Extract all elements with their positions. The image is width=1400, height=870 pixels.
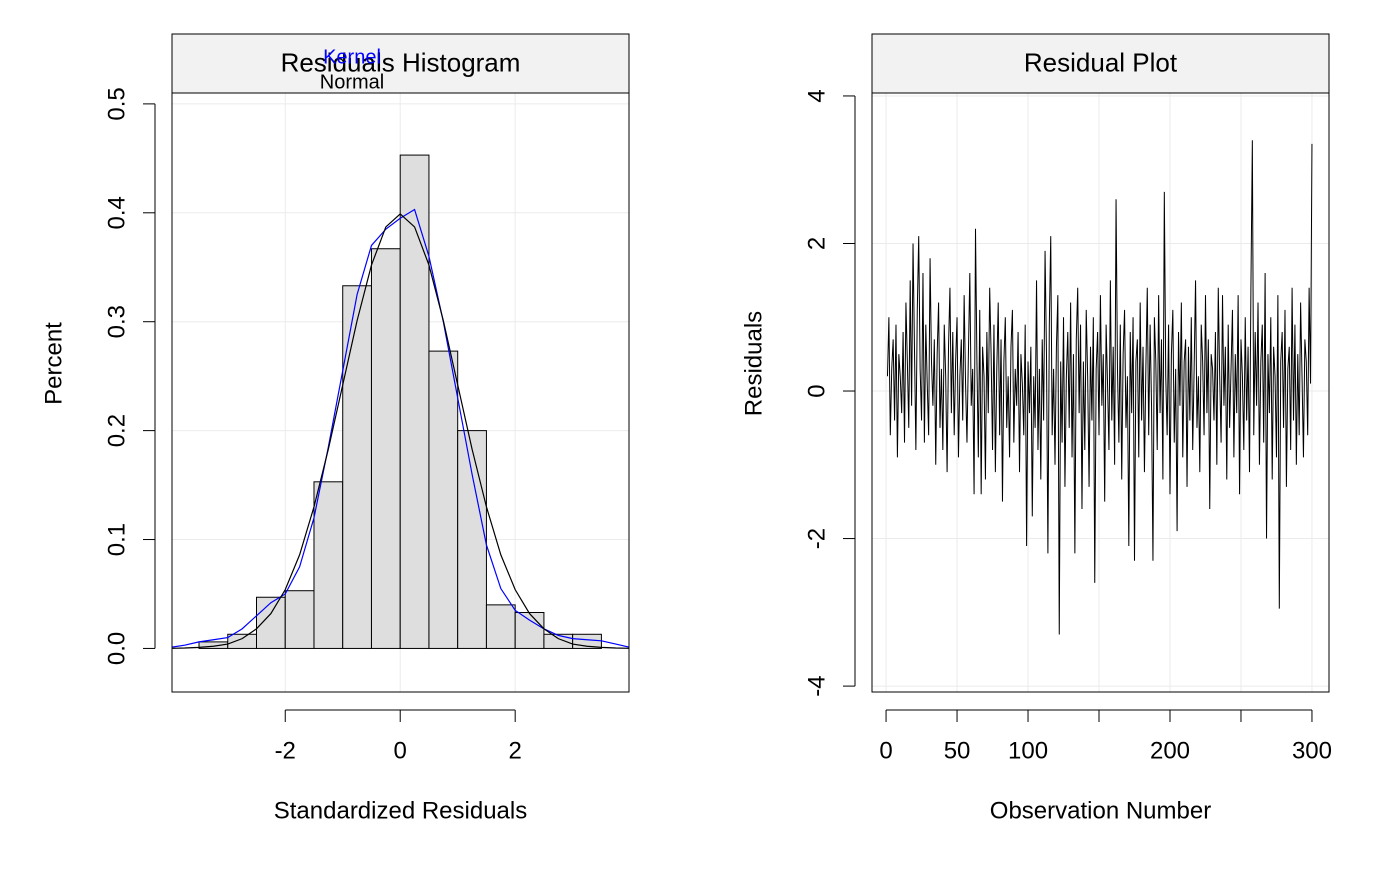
y-tick-label: 0: [803, 384, 830, 397]
x-axis-title: Observation Number: [990, 797, 1211, 824]
y-tick-label: 0.4: [103, 196, 130, 229]
plot-area: [172, 154, 629, 649]
panel: Residual Plot -4 -2 0 2 4 0 50 100 200 300 Observat…: [740, 33, 1332, 824]
histogram-bar: [457, 430, 487, 649]
histogram-bar: [485, 604, 516, 649]
panel-title: Residual Plot: [1024, 47, 1178, 77]
y-tick-label: -2: [803, 528, 830, 549]
x-tick-label: 0: [879, 737, 892, 764]
x-tick-label: 100: [1008, 737, 1048, 764]
y-axis-title: Percent: [40, 322, 67, 405]
x-tick-label: 200: [1150, 737, 1190, 764]
legend-entry: Normal: [320, 71, 384, 93]
plot-area: [886, 140, 1313, 635]
histogram-bar: [256, 596, 286, 649]
histogram-bar: [342, 285, 372, 649]
x-tick-label: 2: [509, 737, 522, 764]
header-strip: [171, 33, 630, 94]
panel-frame: [171, 92, 630, 693]
histogram-bar: [313, 481, 344, 649]
residual-line: [886, 140, 1313, 635]
histogram-bar: [514, 611, 545, 649]
y-tick-label: 0.5: [103, 87, 130, 120]
histogram-bar: [399, 154, 430, 649]
y-tick-label: 0.1: [103, 523, 130, 556]
legend-entry: Kernel: [323, 46, 381, 68]
y-tick-label: 2: [803, 237, 830, 250]
panel-frame: [871, 92, 1330, 693]
histogram-bar: [428, 350, 459, 649]
y-tick-label: -4: [803, 675, 830, 696]
histogram-bar: [284, 590, 315, 649]
x-tick-label: 300: [1292, 737, 1332, 764]
y-tick-label: 0.3: [103, 305, 130, 338]
y-axis-title: Residuals: [740, 311, 767, 416]
density-curve: [172, 213, 629, 649]
panel-title: Residuals Histogram: [281, 47, 521, 77]
density-curve: [172, 208, 629, 648]
y-tick-label: 0.0: [103, 632, 130, 665]
y-tick-label: 0.2: [103, 414, 130, 447]
histogram-bar: [370, 248, 401, 649]
x-tick-label: -2: [275, 737, 296, 764]
x-tick-label: 0: [394, 737, 407, 764]
x-axis-title: Standardized Residuals: [274, 797, 528, 824]
histogram-bar: [227, 633, 258, 649]
y-tick-label: 4: [803, 89, 830, 102]
histogram-bar: [543, 633, 574, 649]
header-strip: [871, 33, 1330, 94]
x-tick-label: 50: [944, 737, 971, 764]
